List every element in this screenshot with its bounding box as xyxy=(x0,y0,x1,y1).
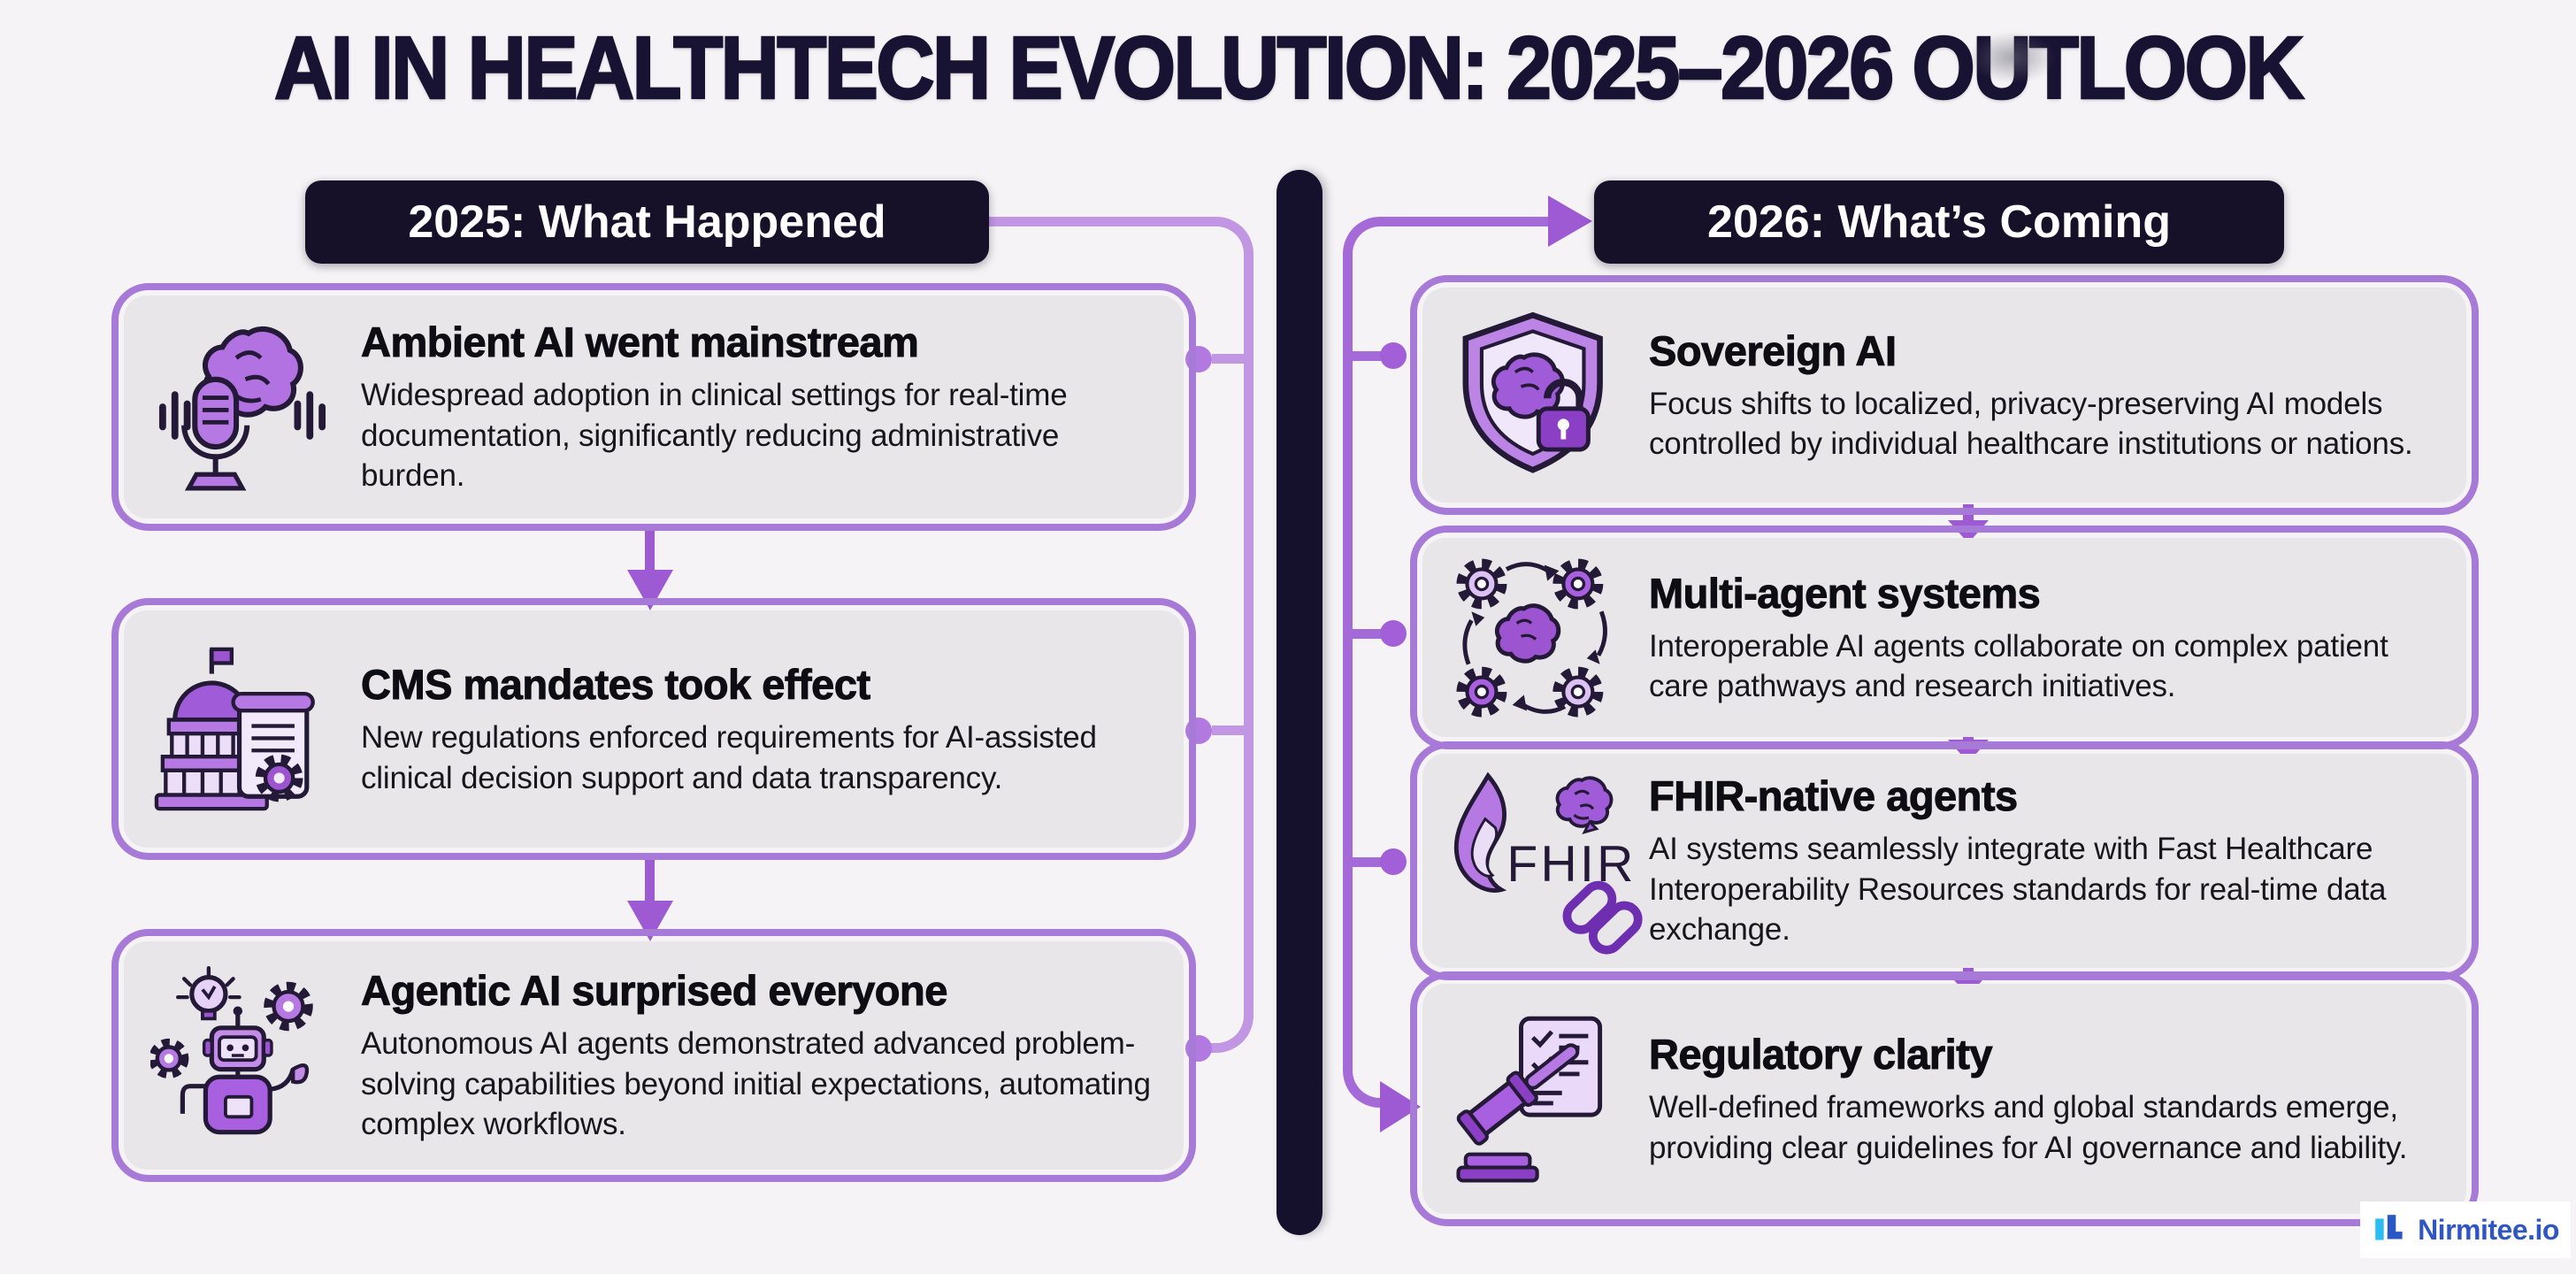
connector-stub-left-1 xyxy=(1212,354,1247,364)
connector-stub-left-2 xyxy=(1212,725,1247,735)
card-fhir-native-agents: FHIR FHIR-native agents AI systems seaml… xyxy=(1410,741,2479,980)
badge-2026-header: 2026: What’s Coming xyxy=(1594,180,2284,264)
brand-logo: Nirmitee.io xyxy=(2360,1201,2571,1258)
card-body: Widespread adoption in clinical settings… xyxy=(361,378,1068,494)
badge-2025-header: 2025: What Happened xyxy=(305,180,989,264)
fhir-label: FHIR xyxy=(1506,836,1636,893)
page-title: AI IN HEALTHTECH EVOLUTION: 2025–2026 OU… xyxy=(273,18,2305,119)
shield-brain-lock-icon xyxy=(1422,308,1649,483)
arrow-to-2026-badge-icon xyxy=(1548,196,1592,247)
card-body: Interoperable AI agents collaborate on c… xyxy=(1649,628,2388,704)
brand-logo-text: Nirmitee.io xyxy=(2418,1213,2559,1246)
connector-stub-right-2 xyxy=(1351,629,1386,639)
card-multi-agent-systems: Multi-agent systems Interoperable AI age… xyxy=(1410,526,2479,749)
robot-gears-lightbulb-icon xyxy=(124,963,361,1147)
card-body: Focus shifts to localized, privacy-prese… xyxy=(1649,386,2413,462)
fhir-flame-chain-icon: FHIR xyxy=(1422,767,1649,955)
connector-stub-right-1 xyxy=(1351,351,1386,361)
gavel-checklist-icon xyxy=(1422,1011,1649,1186)
card-title: Ambient AI went mainstream xyxy=(361,318,920,366)
connector-right-line-bottom-curve xyxy=(1343,1026,1389,1108)
card-agentic-ai: Agentic AI surprised everyone Autonomous… xyxy=(111,929,1196,1182)
card-regulatory-clarity: Regulatory clarity Well-defined framewor… xyxy=(1410,971,2479,1226)
card-body: Well-defined frameworks and global stand… xyxy=(1649,1090,2408,1165)
card-body: New regulations enforced requirements fo… xyxy=(361,720,1097,795)
card-cms-mandates: CMS mandates took effect New regulations… xyxy=(111,598,1196,860)
connector-dot-right-1 xyxy=(1380,342,1407,369)
card-title: Multi-agent systems xyxy=(1649,569,2042,617)
card-ambient-ai: Ambient AI went mainstream Widespread ad… xyxy=(111,283,1196,531)
card-title: Sovereign AI xyxy=(1649,326,1898,374)
connector-left-line xyxy=(985,217,1254,1017)
ambient-voice-brain-icon xyxy=(124,315,361,499)
card-title: Regulatory clarity xyxy=(1649,1031,1994,1078)
card-sovereign-ai: Sovereign AI Focus shifts to localized, … xyxy=(1410,275,2479,515)
card-title: Agentic AI surprised everyone xyxy=(361,967,948,1015)
connector-right-line xyxy=(1343,217,1552,1066)
title-smudge-artifact xyxy=(1968,32,2057,83)
gears-brain-cycle-icon xyxy=(1422,550,1649,725)
card-title: CMS mandates took effect xyxy=(361,661,871,709)
capitol-scroll-gear-icon xyxy=(124,637,361,821)
connector-left-line-bottom-curve xyxy=(1196,964,1254,1053)
connector-stub-right-3 xyxy=(1351,857,1386,867)
down-arrow-stem xyxy=(645,860,655,902)
connector-dot-right-3 xyxy=(1380,848,1407,875)
down-arrow-stem xyxy=(645,527,655,572)
card-body: AI systems seamlessly integrate with Fas… xyxy=(1649,832,2387,948)
card-title: FHIR-native agents xyxy=(1649,772,2019,820)
connector-dot-right-2 xyxy=(1380,620,1407,647)
card-body: Autonomous AI agents demonstrated advanc… xyxy=(361,1026,1151,1142)
center-divider-bar xyxy=(1276,170,1322,1235)
nirmitee-logo-icon xyxy=(2375,1215,2403,1240)
